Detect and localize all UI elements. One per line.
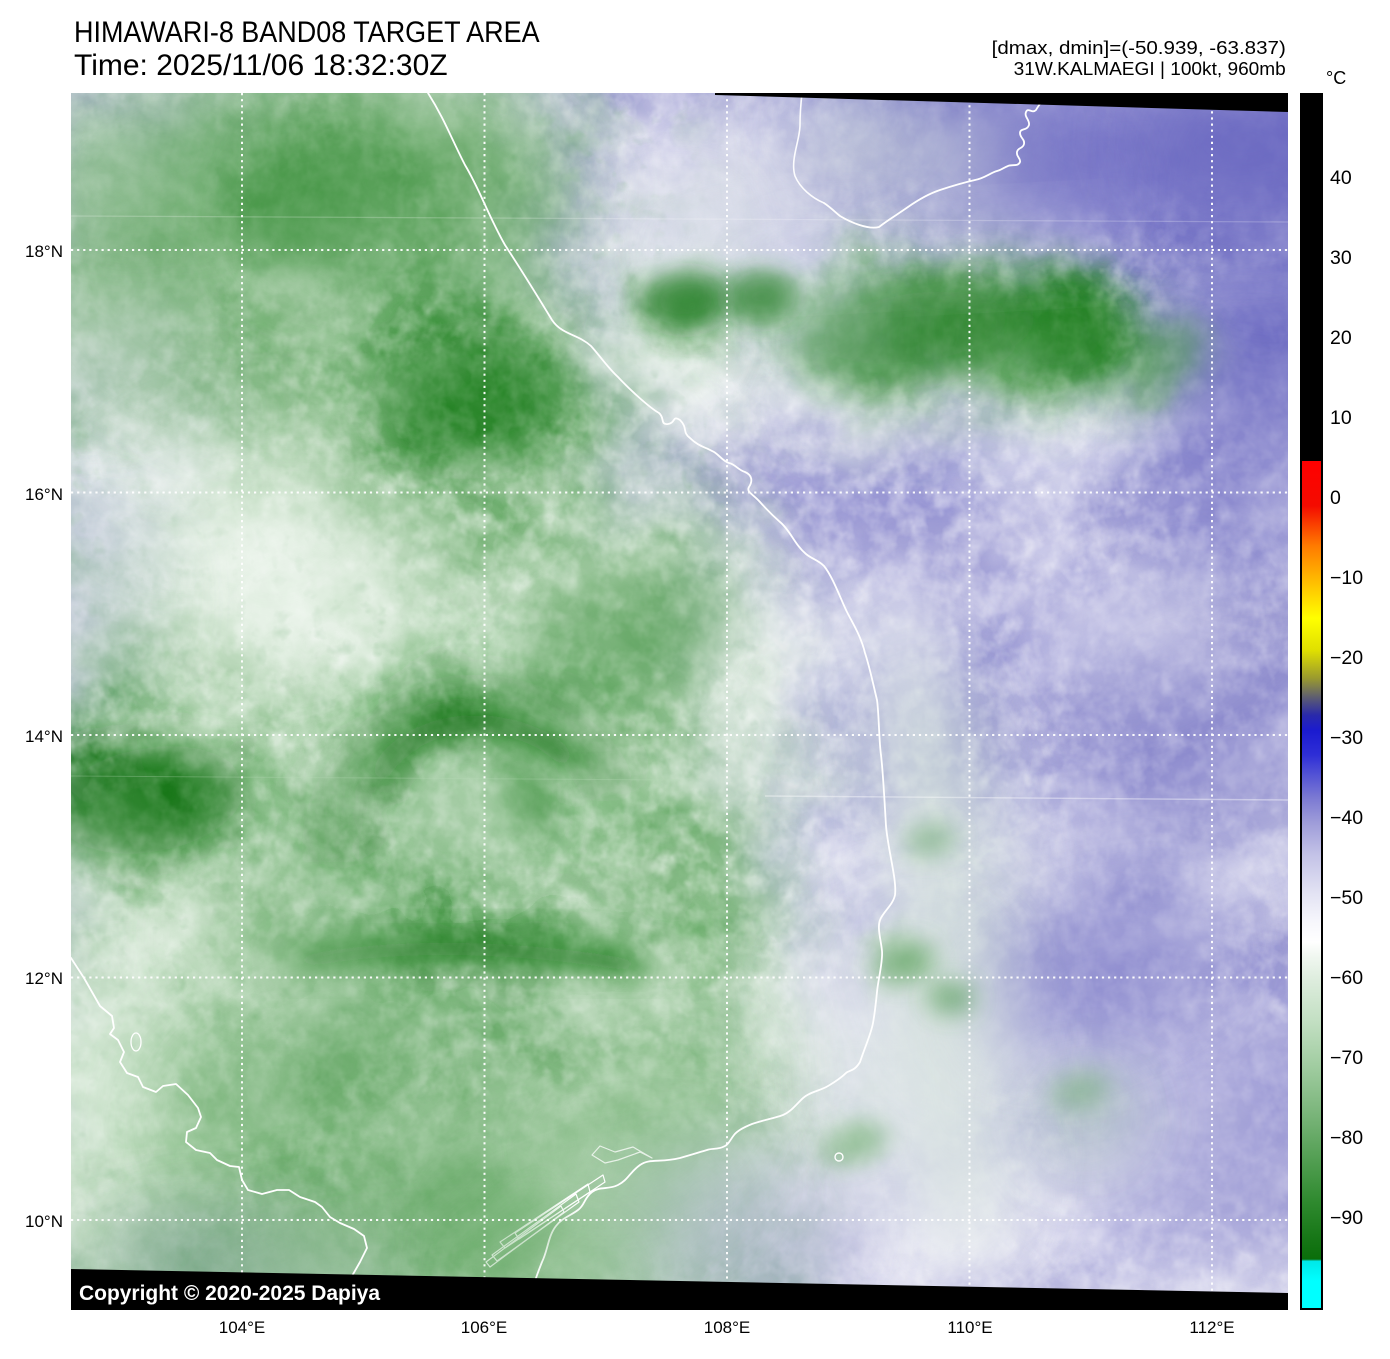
- svg-text:Copyright © 2020-2025 Dapiya: Copyright © 2020-2025 Dapiya: [79, 1281, 381, 1305]
